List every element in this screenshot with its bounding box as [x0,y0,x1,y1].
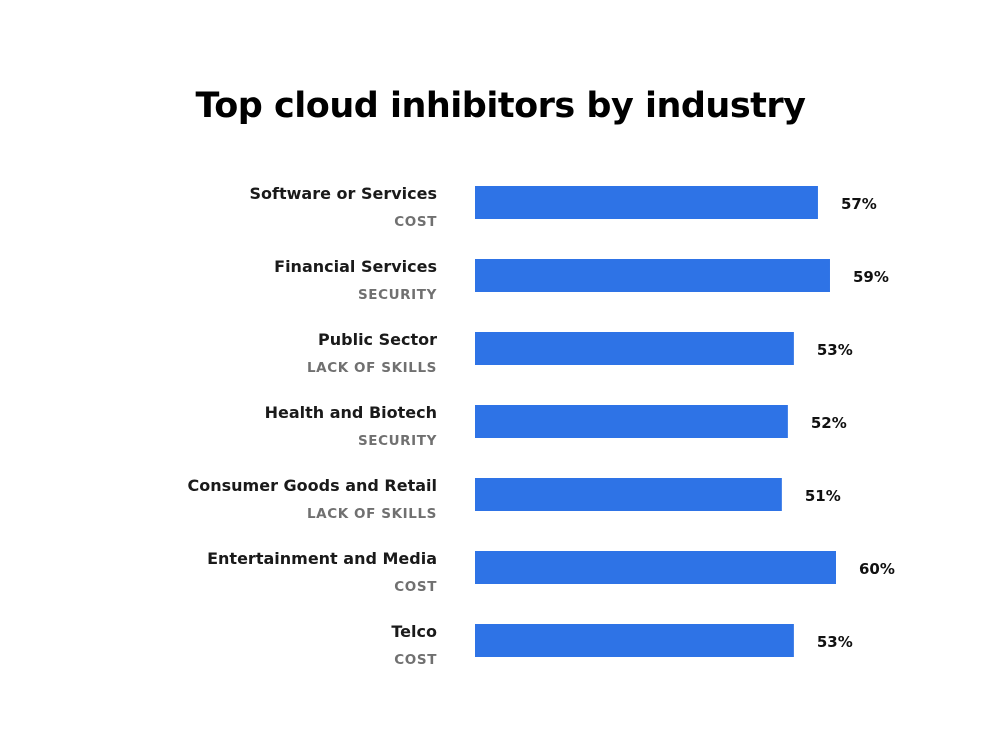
bars-group: Software or Services COST 57% Financial Ser… [188,184,895,668]
value-label: 59% [853,268,889,286]
bar-row: Entertainment and Media COST 60% [207,549,895,595]
inhibitor-label: LACK OF SKILLS [307,506,437,522]
bar-row: Public Sector LACK OF SKILLS 53% [307,330,853,376]
bar [475,478,782,511]
bar-row: Consumer Goods and Retail LACK OF SKILLS 5… [188,476,841,522]
value-label: 51% [805,487,841,505]
category-label: Software or Services [249,184,437,203]
category-label: Entertainment and Media [207,549,437,568]
inhibitor-label: COST [394,652,437,668]
bar-row: Health and Biotech SECURITY 52% [265,403,847,449]
bar-row: Telco COST 53% [391,622,852,668]
bar [475,551,836,584]
category-label: Public Sector [318,330,437,349]
value-label: 53% [817,341,853,359]
chart-title: Top cloud inhibitors by industry [195,86,806,126]
inhibitor-label: LACK OF SKILLS [307,360,437,376]
bar [475,186,818,219]
inhibitor-label: SECURITY [358,287,437,303]
bar [475,332,794,365]
bar [475,624,794,657]
value-label: 52% [811,414,847,432]
bar-row: Financial Services SECURITY 59% [274,257,889,303]
inhibitor-label: COST [394,579,437,595]
value-label: 57% [841,195,877,213]
bar-row: Software or Services COST 57% [249,184,876,230]
category-label: Health and Biotech [265,403,437,422]
inhibitor-label: SECURITY [358,433,437,449]
bar [475,259,830,292]
value-label: 53% [817,633,853,651]
category-label: Telco [391,622,437,641]
inhibitor-label: COST [394,214,437,230]
category-label: Consumer Goods and Retail [188,476,437,495]
value-label: 60% [859,560,895,578]
bar [475,405,788,438]
category-label: Financial Services [274,257,437,276]
